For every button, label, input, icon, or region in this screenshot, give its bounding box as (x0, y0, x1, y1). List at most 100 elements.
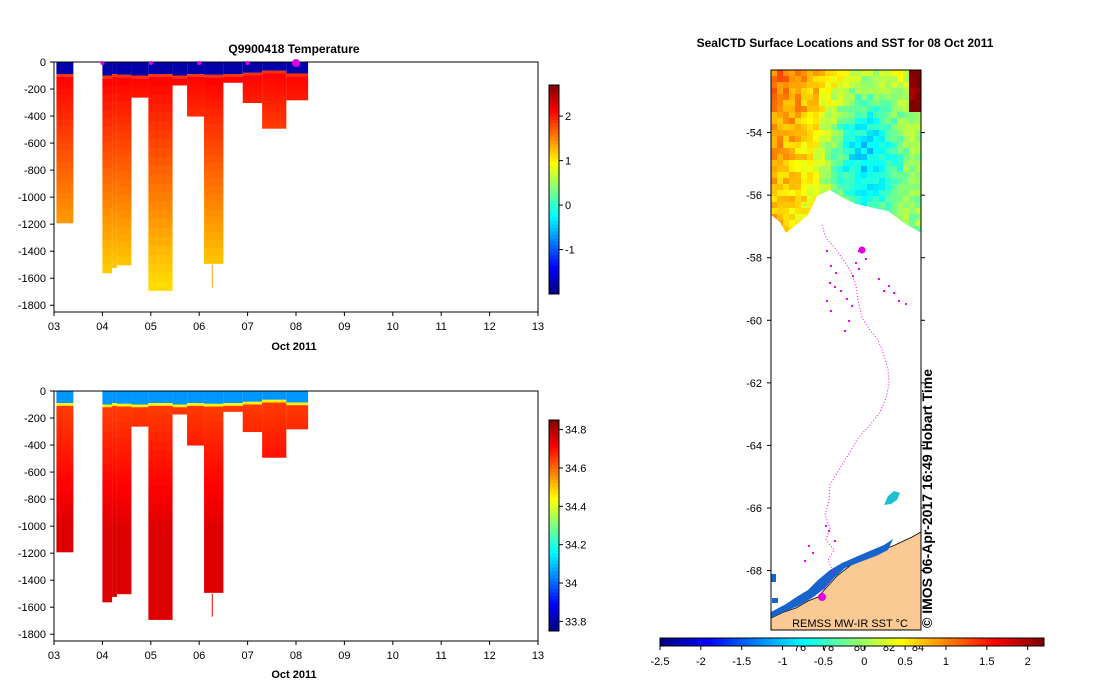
sst-cell (903, 160, 909, 166)
sst-cell (795, 76, 801, 82)
sst-cell (783, 178, 789, 184)
profile-marker (100, 61, 105, 65)
sst-cell (909, 112, 915, 118)
colorbar-cell (549, 514, 559, 519)
colorbar-cell (549, 151, 559, 156)
sst-cell (813, 142, 819, 148)
colorbar-cell (549, 479, 559, 484)
colorbar-cell (549, 102, 559, 107)
sst-cell (771, 148, 777, 154)
colorbar-cell (549, 490, 559, 495)
colorbar-cell (722, 638, 728, 646)
sst-cell (903, 196, 909, 202)
colorbar-cell (756, 638, 762, 646)
colorbar-cell (549, 623, 559, 628)
colorbar-tick-label: 1 (943, 656, 949, 668)
colorbar-cell (549, 536, 559, 541)
sst-cell (801, 166, 807, 172)
y-tick-label: 0 (40, 57, 46, 69)
sst-cell (867, 160, 873, 166)
y-tick-label: -600 (24, 138, 46, 150)
sst-cell (837, 142, 843, 148)
colorbar-cell (549, 448, 559, 453)
sst-cell (783, 118, 789, 124)
colorbar-cell (847, 638, 853, 646)
colorbar-cell (549, 262, 559, 267)
sst-cell (837, 154, 843, 160)
sst-cell (867, 142, 873, 148)
colorbar-cell (828, 638, 834, 646)
sst-cell (843, 130, 849, 136)
sst-cell (861, 124, 867, 130)
colorbar-cell (549, 441, 559, 446)
sst-cell (777, 94, 783, 100)
colorbar-tick-label: 1.5 (979, 656, 994, 668)
colorbar-cell (765, 638, 771, 646)
sst-cell (873, 202, 879, 208)
sst-cell (903, 112, 909, 118)
y-tick-label: -1000 (18, 521, 46, 533)
sst-cell (861, 196, 867, 202)
sst-cell (897, 76, 903, 82)
sst-cell (837, 100, 843, 106)
sst-cell (909, 202, 915, 208)
sst-cell (885, 178, 891, 184)
colorbar-cell (549, 469, 559, 474)
colorbar-cell (549, 269, 559, 274)
colorbar-cell (549, 595, 559, 600)
sst-cell (801, 130, 807, 136)
x-tick-label: 06 (193, 321, 205, 333)
sst-cell (879, 94, 885, 100)
colorbar-cell (981, 638, 987, 646)
colorbar-cell (549, 462, 559, 467)
track-point (825, 525, 827, 527)
sst-cell (879, 166, 885, 172)
sst-cell (783, 88, 789, 94)
sst-cell (801, 142, 807, 148)
colorbar-cell (784, 638, 791, 646)
sst-cell (807, 142, 813, 148)
profile-column (148, 391, 173, 620)
sst-cell (861, 178, 867, 184)
track-point (826, 250, 828, 252)
colorbar-frame (548, 84, 560, 295)
sst-cell (825, 70, 831, 76)
sst-cell (903, 208, 909, 214)
sst-cell (873, 130, 879, 136)
colorbar-cell (549, 220, 559, 225)
colorbar-cell (549, 602, 559, 607)
sst-cell (813, 178, 819, 184)
colorbar-cell (549, 273, 559, 278)
sst-cell (783, 160, 789, 166)
sst-cell (909, 70, 915, 76)
colorbar-cell (549, 574, 559, 579)
sst-cell (813, 76, 819, 82)
sst-cell (771, 130, 777, 136)
sst-cell (849, 124, 855, 130)
sst-cell (867, 148, 873, 154)
sst-cell (867, 112, 873, 118)
sst-source-label: REMSS MW-IR SST °C (792, 618, 908, 630)
sst-cell (867, 94, 873, 100)
sst-cell (915, 214, 921, 220)
colorbar-cell (674, 638, 680, 646)
sst-cell (855, 190, 861, 196)
sst-cell (879, 190, 885, 196)
colorbar-frame (548, 419, 560, 632)
sst-cell (867, 88, 873, 94)
colorbar-cell (818, 638, 824, 646)
seal-surface-locations (804, 250, 907, 562)
colorbar-tick-label: -2.5 (651, 656, 670, 668)
colorbar-cell (693, 638, 699, 646)
profile-column (286, 391, 309, 430)
x-tick-label: 13 (532, 321, 544, 333)
sst-cell (855, 82, 861, 88)
sst-cell (879, 178, 885, 184)
sst-cell (909, 178, 915, 184)
sst-cell (843, 196, 849, 202)
colorbar-cell (549, 224, 559, 229)
colorbar-tick-label: 2 (1025, 656, 1031, 668)
sst-cell (903, 88, 909, 94)
colorbar-cell (549, 437, 559, 442)
